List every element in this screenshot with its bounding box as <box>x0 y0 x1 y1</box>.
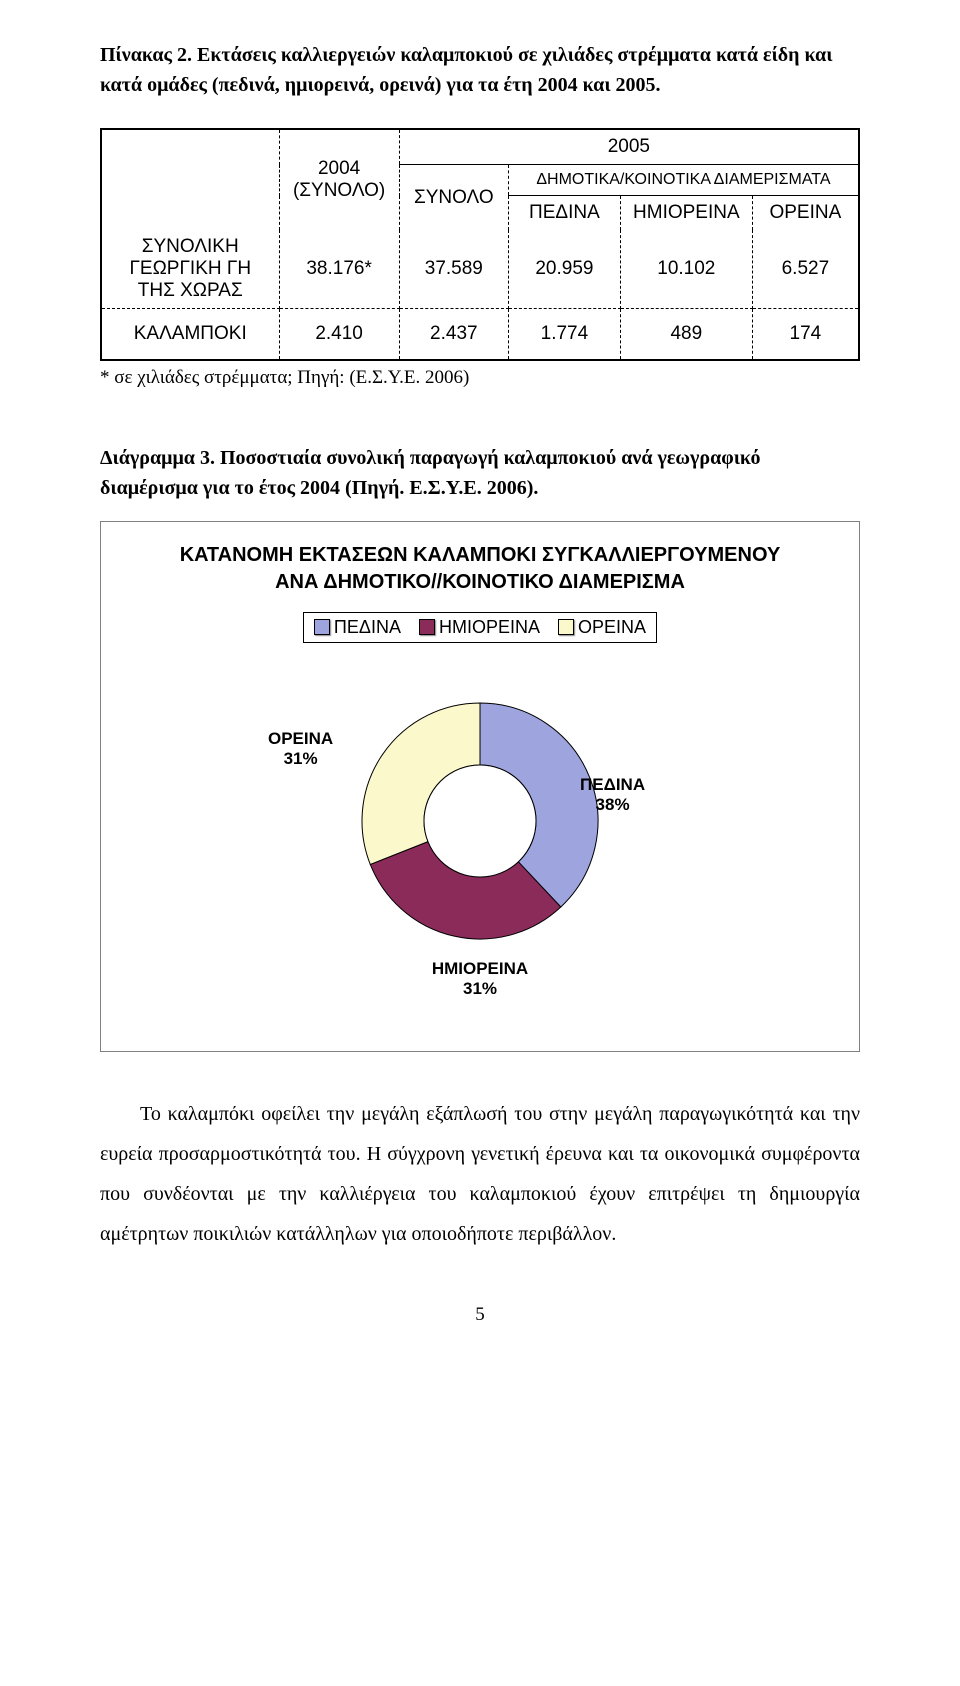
figure-caption: Διάγραμμα 3. Ποσοστιαία συνολική παραγωγ… <box>100 443 860 503</box>
legend-item-hmi: ΗΜΙΟΡΕΙΝΑ <box>419 617 544 637</box>
th-pedina: ΠΕΔΙΝΑ <box>508 196 620 231</box>
page-root: Πίνακας 2. Εκτάσεις καλλιεργειών καλαμπο… <box>0 0 960 1386</box>
th-2004-total: 2004 (ΣΥΝΟΛΟ) <box>279 129 399 230</box>
legend-wrap: ΠΕΔΙΝΑ ΗΜΙΟΡΕΙΝΑ ΟΡΕΙΝΑ <box>121 612 839 671</box>
table-caption-lead: Πίνακας 2. <box>100 44 192 66</box>
body-paragraph: Το καλαμπόκι οφείλει την μεγάλη εξάπλωσή… <box>100 1094 860 1254</box>
row1-syn: 2.437 <box>399 309 508 361</box>
table-footnote: * σε χιλιάδες στρέμματα; Πηγή: (Ε.Σ.Υ.Ε.… <box>100 367 860 389</box>
slice-ped-name: ΠΕΔΙΝΑ <box>580 775 645 794</box>
swatch-ore <box>558 619 574 635</box>
table-caption: Πίνακας 2. Εκτάσεις καλλιεργειών καλαμπο… <box>100 40 860 100</box>
legend-label-hmi: ΗΜΙΟΡΕΙΝΑ <box>439 617 539 637</box>
donut-chart: ΟΡΕΙΝΑ 31% ΠΕΔΙΝΑ 38% ΗΜΙΟΡΕΙΝΑ 31% <box>260 671 700 1011</box>
figure-caption-lead: Διάγραμμα 3. <box>100 447 215 469</box>
row0-hmi: 10.102 <box>620 230 752 309</box>
slice-hmi-name: ΗΜΙΟΡΕΙΝΑ <box>432 959 528 978</box>
chart-title-line1: ΚΑΤΑΝΟΜΗ ΕΚΤΑΣΕΩΝ ΚΑΛΑΜΠΟΚΙ ΣΥΓΚΑΛΛΙΕΡΓΟ… <box>180 544 781 566</box>
slice-label-pedina: ΠΕΔΙΝΑ 38% <box>580 775 645 816</box>
chart-container: ΚΑΤΑΝΟΜΗ ΕΚΤΑΣΕΩΝ ΚΑΛΑΜΠΟΚΙ ΣΥΓΚΑΛΛΙΕΡΓΟ… <box>100 521 860 1052</box>
legend-item-pedina: ΠΕΔΙΝΑ <box>314 617 405 637</box>
slice-ore-name: ΟΡΕΙΝΑ <box>268 729 333 748</box>
th-dimotika: ΔΗΜΟΤΙΚΑ/ΚΟΙΝΟΤΙΚΑ ΔΙΑΜΕΡΙΣΜΑΤΑ <box>508 165 859 196</box>
row0-c2004: 38.176* <box>279 230 399 309</box>
legend-item-ore: ΟΡΕΙΝΑ <box>558 617 646 637</box>
swatch-hmi <box>419 619 435 635</box>
chart-title-line2: ΑΝΑ ΔΗΜΟΤΙΚΟ//ΚΟΙΝΟΤΙΚΟ ΔΙΑΜΕΡΙΣΜΑ <box>275 571 685 593</box>
page-number: 5 <box>100 1304 860 1326</box>
donut-hole <box>424 765 536 877</box>
row1-ore: 174 <box>752 309 859 361</box>
slice-label-hmi: ΗΜΙΟΡΕΙΝΑ 31% <box>420 959 540 1000</box>
chart-title: ΚΑΤΑΝΟΜΗ ΕΚΤΑΣΕΩΝ ΚΑΛΑΜΠΟΚΙ ΣΥΓΚΑΛΛΙΕΡΓΟ… <box>121 542 839 596</box>
legend-label-pedina: ΠΕΔΙΝΑ <box>334 617 400 637</box>
table-caption-rest: Εκτάσεις καλλιεργειών καλαμποκιού σε χιλ… <box>100 44 832 96</box>
slice-ore-pct: 31% <box>284 749 318 768</box>
row0-label: ΣΥΝΟΛΙΚΗ ΓΕΩΡΓΙΚΗ ΓΗ ΤΗΣ ΧΩΡΑΣ <box>101 230 279 309</box>
row1-ped: 1.774 <box>508 309 620 361</box>
slice-label-ore: ΟΡΕΙΝΑ 31% <box>268 729 333 770</box>
swatch-pedina <box>314 619 330 635</box>
row0-ped: 20.959 <box>508 230 620 309</box>
row1-hmi: 489 <box>620 309 752 361</box>
slice-ped-pct: 38% <box>596 795 630 814</box>
row1-c2004: 2.410 <box>279 309 399 361</box>
row0-syn: 37.589 <box>399 230 508 309</box>
chart-legend: ΠΕΔΙΝΑ ΗΜΙΟΡΕΙΝΑ ΟΡΕΙΝΑ <box>303 612 657 643</box>
legend-label-ore: ΟΡΕΙΝΑ <box>578 617 646 637</box>
th-synolo: ΣΥΝΟΛΟ <box>399 165 508 231</box>
data-table: 2004 (ΣΥΝΟΛΟ) 2005 ΣΥΝΟΛΟ ΔΗΜΟΤΙΚΑ/ΚΟΙΝΟ… <box>100 128 860 361</box>
slice-hmi-pct: 31% <box>463 979 497 998</box>
row1-label: ΚΑΛΑΜΠΟΚΙ <box>101 309 279 361</box>
th-2005: 2005 <box>399 129 859 165</box>
th-hmi: ΗΜΙΟΡΕΙΝΑ <box>620 196 752 231</box>
th-ore: ΟΡΕΙΝΑ <box>752 196 859 231</box>
row0-ore: 6.527 <box>752 230 859 309</box>
